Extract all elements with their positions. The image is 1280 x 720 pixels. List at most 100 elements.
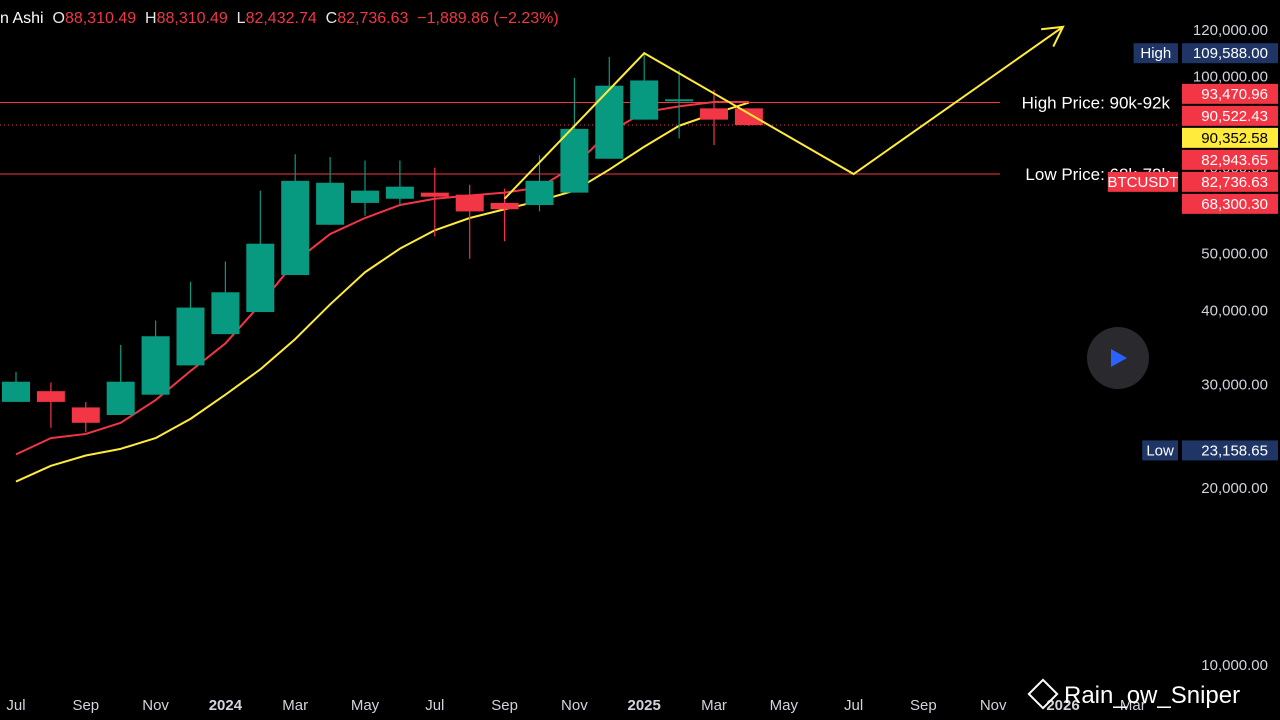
projection-path [503,25,1065,200]
low-label: L [236,10,246,27]
candle-2024-08 [455,184,484,259]
close-value: 82,736.63 [337,10,409,27]
symbol-name: n Ashi [0,10,44,27]
scale-badge-value: 93,470.96 [1201,86,1268,103]
open-label: O [52,10,65,27]
x-axis: Jul Sep Nov 2024 Mar May Jul Sep Nov 2025 Mar May Ju… [6,697,1145,714]
play-icon [1111,349,1127,367]
y-tick-label: 120,000.00 [1193,22,1268,39]
close-label: C [325,10,338,27]
candle-body [176,307,205,366]
scale-badge-value: 82,736.63 [1201,174,1268,191]
candle-2024-01 [211,261,240,335]
scale-badge-value: 68,300.30 [1201,196,1268,213]
scale-badge-red: 68,300.30 [1182,193,1278,214]
candle-body [71,407,100,423]
scale-tag-label: Low [1146,442,1174,459]
play-button[interactable] [1087,327,1149,389]
x-tick-label: Nov [980,697,1007,714]
candle-2024-05 [351,160,379,216]
candle-2024-06 [385,160,414,206]
candle-2024-11 [560,77,589,193]
candle-2025-01 [630,53,659,120]
candles [2,53,763,432]
x-tick-label: Mar [282,697,308,714]
candle-2023-11 [141,320,170,395]
watermark-logo-icon [1027,678,1059,710]
candle-2024-03 [281,154,310,276]
x-tick-label: Mar [701,697,727,714]
candle-2024-12 [595,56,624,159]
candle-body [525,180,554,206]
scale-badge-bg [1182,149,1278,170]
candle-body [455,194,484,212]
candle-2024-04 [316,157,345,225]
y-tick-label: 30,000.00 [1201,376,1268,393]
candle-2023-07 [2,371,30,402]
scale-badge-high: 109,588.00 High [1133,43,1278,64]
scale-tag-label: BTCUSDT [1107,174,1178,191]
candle-body [490,202,519,210]
candle-2023-08 [36,382,65,428]
candle-body [211,292,240,335]
candle-2025-02 [665,70,694,139]
candle-body [281,180,310,276]
candle-body [36,391,65,402]
candle-body [595,85,624,159]
x-tick-label: Jul [6,697,25,714]
scale-badge-red: 82,943.65 [1182,149,1278,170]
high-label: H [145,10,157,27]
candle-body [630,80,659,120]
candle-body [351,190,379,203]
scale-badge-value: 90,522.43 [1201,108,1268,125]
candle-body [560,128,589,193]
scale-badge-value: 90,352.58 [1201,130,1268,147]
candle-2024-07 [420,167,449,237]
candle-2024-09 [490,188,519,242]
ema-fast-line [15,101,749,456]
scale-badge-btcusdt: 82,736.63 BTCUSDT [1107,171,1278,192]
projection-arrowhead [1041,25,1065,47]
ohlc-legend: n Ashi O88,310.49 H88,310.49 L82,432.74 … [0,10,559,28]
x-tick-label: Nov [142,697,169,714]
candle-2024-02 [246,190,275,313]
scale-badge-bg [1182,127,1278,148]
scale-badge-bg [1182,43,1278,64]
x-tick-label: 2026 [1046,697,1079,714]
candle-2023-09 [71,401,100,432]
x-tick-label: Jul [425,697,444,714]
x-tick-label: May [770,697,799,714]
candle-2024-10 [525,155,554,212]
scale-badge-value: 23,158.65 [1201,442,1268,459]
scale-badge-bg [1182,171,1278,192]
candle-body [246,243,275,313]
scale-badge-bg [1182,440,1278,461]
projection-line [503,26,1064,200]
y-tick-label: 50,000.00 [1201,246,1268,263]
candle-body [106,381,135,415]
scale-badge-value: 109,588.00 [1193,45,1268,62]
candle-body [665,99,694,102]
scale-tag-bg [1133,43,1178,64]
x-tick-label: Sep [491,697,518,714]
scale-badge-yellow: 90,352.58 [1182,127,1278,148]
candle-body [385,186,414,199]
candle-2025-03 [700,89,728,146]
candle-2025-04 [734,108,763,126]
x-tick-label: Sep [72,697,99,714]
high-value: 88,310.49 [156,10,228,27]
scale-badge-bg [1182,83,1278,104]
x-tick-label: Nov [561,697,588,714]
scale-badge-bg [1182,105,1278,126]
y-tick-label: 100,000.00 [1193,69,1268,86]
watermark-text: Rain_ow_Sniper [1064,682,1241,709]
ema-slow-line [15,101,750,483]
x-tick-label: Jul [844,697,863,714]
scale-tag-bg [1107,171,1178,192]
watermark: Rain_ow_Sniper [1027,678,1241,710]
scale-badge-low: 23,158.65 Low [1142,440,1278,461]
scale-badge-red: 93,470.96 [1182,83,1278,104]
moving-averages [15,101,750,483]
